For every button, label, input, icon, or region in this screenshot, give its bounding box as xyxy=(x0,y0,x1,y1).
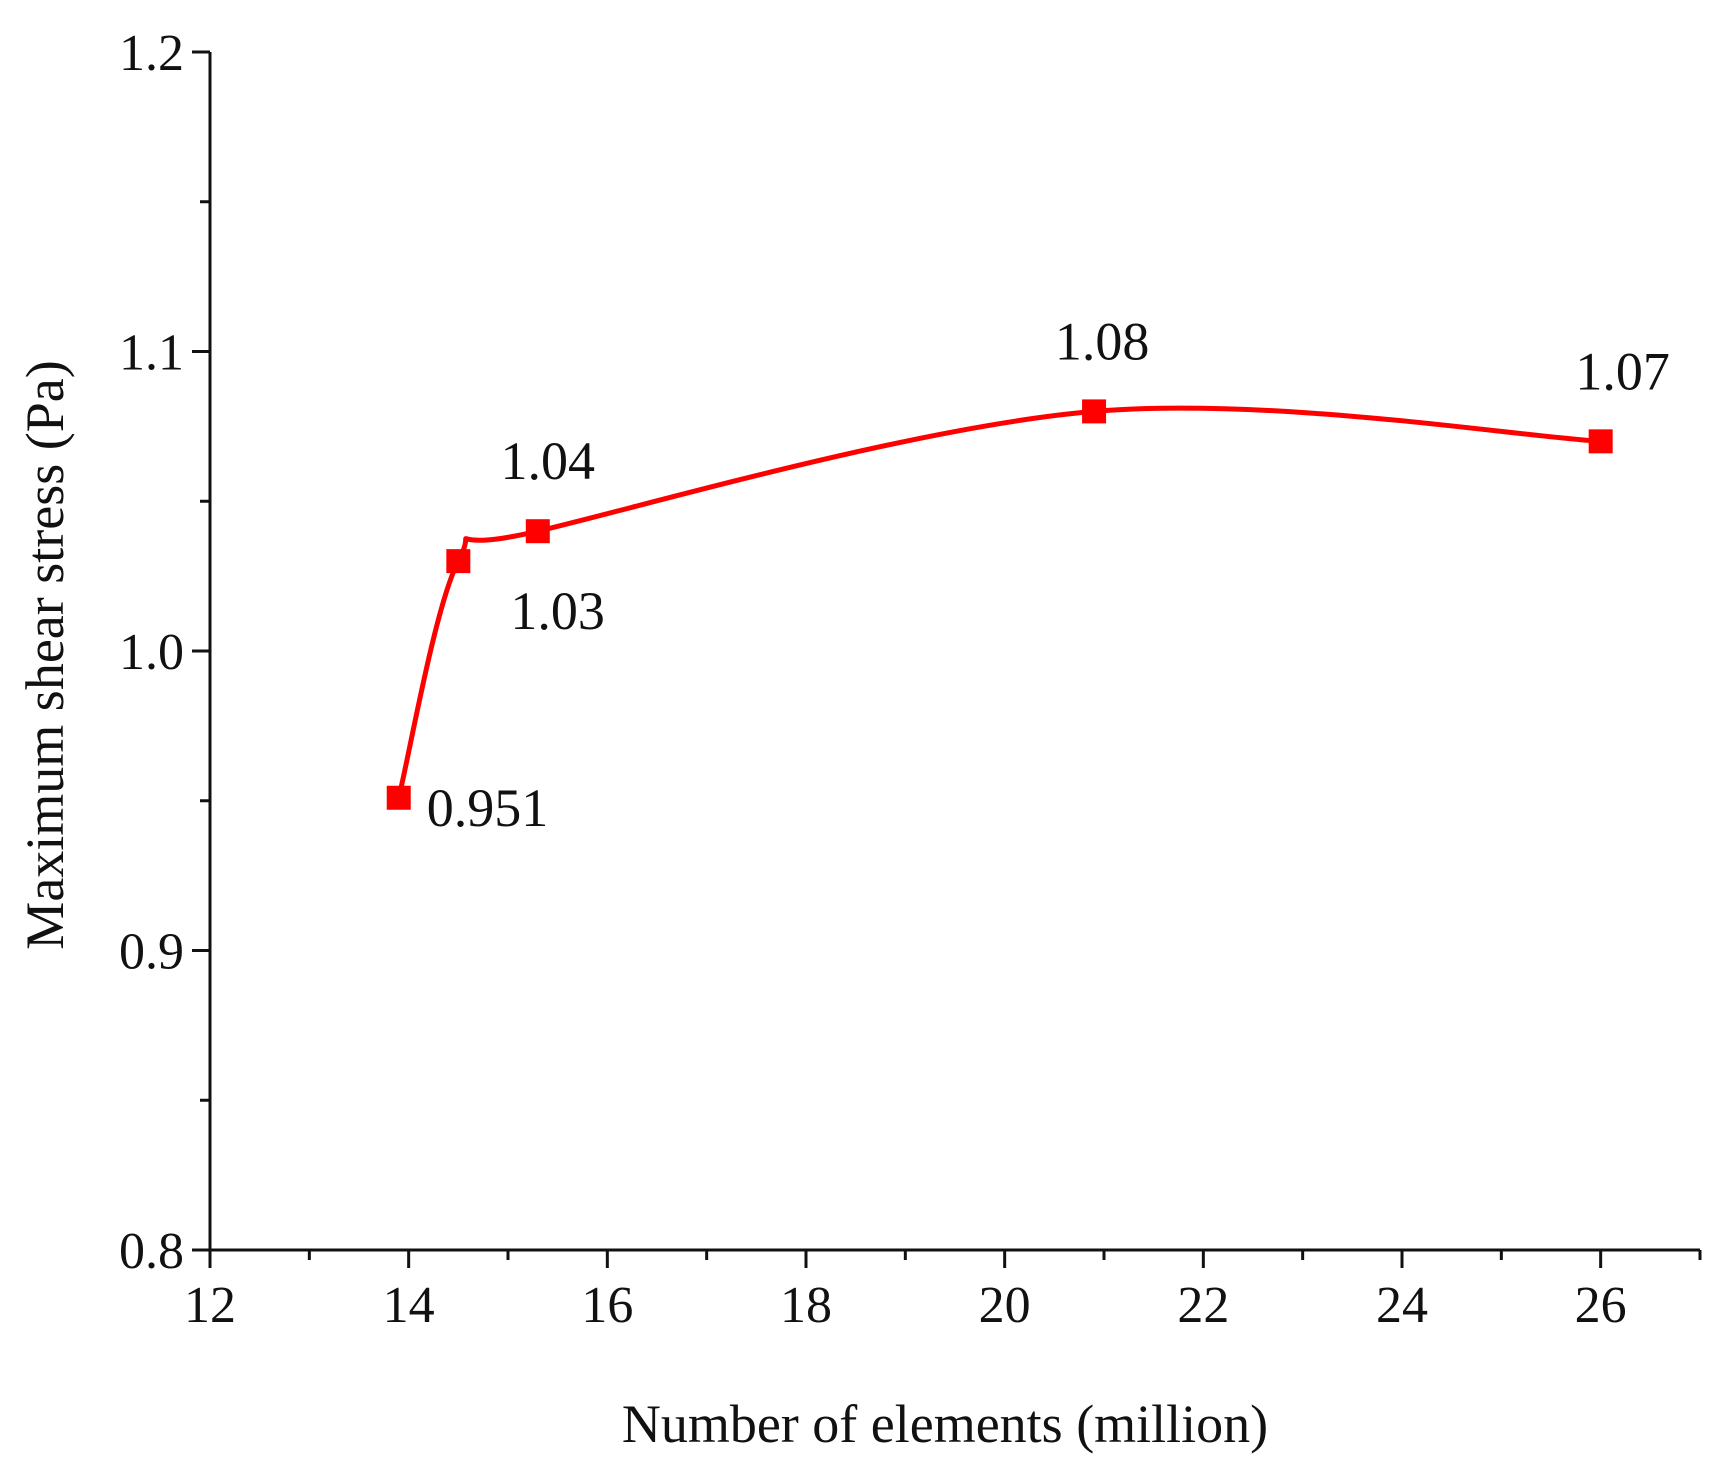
fit-curve xyxy=(396,405,1604,801)
x-tick-label: 26 xyxy=(1575,1277,1627,1334)
markers-layer xyxy=(386,399,1613,810)
y-tick-label: 1.2 xyxy=(119,25,184,82)
data-value-label: 1.08 xyxy=(1055,311,1150,371)
data-point-marker xyxy=(525,519,550,544)
data-point-marker xyxy=(386,785,411,810)
x-tick-label: 20 xyxy=(979,1277,1031,1334)
y-tick-label: 1.0 xyxy=(119,624,184,681)
x-tick-label: 22 xyxy=(1177,1277,1229,1334)
x-tick-label: 14 xyxy=(383,1277,435,1334)
y-tick-label: 0.9 xyxy=(119,924,184,981)
data-point-marker xyxy=(1082,399,1107,424)
x-tick-label: 12 xyxy=(184,1277,236,1334)
x-axis-title: Number of elements (million) xyxy=(622,1394,1268,1454)
fit-curve-layer xyxy=(396,405,1604,801)
data-value-label: 1.03 xyxy=(510,581,605,641)
data-point-marker xyxy=(446,549,471,574)
data-value-label: 0.951 xyxy=(427,778,549,838)
data-labels-layer: 0.951 1.03 1.04 1.08 1.07 xyxy=(427,311,1670,837)
x-tick-label: 16 xyxy=(581,1277,633,1334)
axes: 12 14 16 18 20 22 24 26 0.8 0.9 1.0 1.1 1.2 xyxy=(119,25,1702,1334)
y-axis-title: Maximum shear stress (Pa) xyxy=(15,360,75,949)
data-point-marker xyxy=(1588,429,1613,454)
x-tick-label: 18 xyxy=(780,1277,832,1334)
y-tick-label: 1.1 xyxy=(119,325,184,382)
y-tick-label: 0.8 xyxy=(119,1223,184,1280)
data-value-label: 1.07 xyxy=(1575,341,1670,401)
x-tick-label: 24 xyxy=(1376,1277,1428,1334)
data-value-label: 1.04 xyxy=(501,431,596,491)
